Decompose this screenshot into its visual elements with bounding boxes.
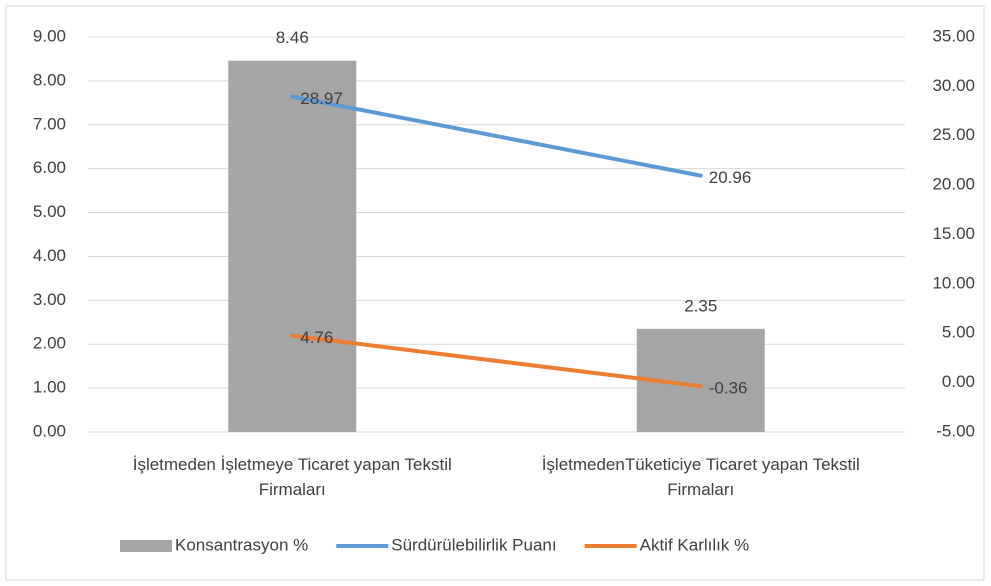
y2-tick-label: 5.00	[942, 323, 975, 342]
y2-tick-label: -5.00	[936, 421, 975, 440]
line	[290, 94, 703, 178]
y2-tick-label: 0.00	[942, 372, 975, 391]
y-tick-label: 2.00	[33, 334, 66, 353]
data-label: 8.46	[276, 28, 309, 47]
data-label: 20.96	[709, 168, 752, 187]
x-tick-label: İşletmeden İşletmeye Ticaret yapan Tekst…	[132, 455, 452, 499]
legend-swatch	[120, 540, 172, 552]
y-tick-label: 9.00	[33, 26, 66, 45]
chart-border	[5, 5, 985, 581]
legend-label: Aktif Karlılık %	[640, 535, 750, 554]
legend-label: Sürdürülebilirlik Puanı	[391, 535, 556, 554]
y-tick-label: 1.00	[33, 378, 66, 397]
legend-label: Konsantrasyon %	[175, 535, 308, 554]
y2-tick-label: 35.00	[932, 26, 975, 45]
data-label: 2.35	[684, 296, 717, 315]
x-tick-label: İşletmedenTüketiciye Ticaret yapan Tekst…	[541, 455, 860, 499]
y2-tick-label: 25.00	[932, 125, 975, 144]
y-tick-label: 3.00	[33, 290, 66, 309]
data-label: 28.97	[300, 89, 343, 108]
y-tick-label: 8.00	[33, 70, 66, 89]
line	[290, 333, 703, 389]
y-tick-label: 6.00	[33, 158, 66, 177]
bar	[228, 60, 357, 432]
y-tick-label: 7.00	[33, 114, 66, 133]
data-label: 4.76	[300, 328, 333, 347]
y2-tick-label: 15.00	[932, 224, 975, 243]
y-tick-label: 4.00	[33, 246, 66, 265]
y-tick-label: 5.00	[33, 202, 66, 221]
y2-tick-label: 10.00	[932, 273, 975, 292]
data-label: -0.36	[709, 379, 748, 398]
y2-tick-label: 20.00	[932, 175, 975, 194]
y-tick-label: 0.00	[33, 421, 66, 440]
y2-tick-label: 30.00	[932, 76, 975, 95]
